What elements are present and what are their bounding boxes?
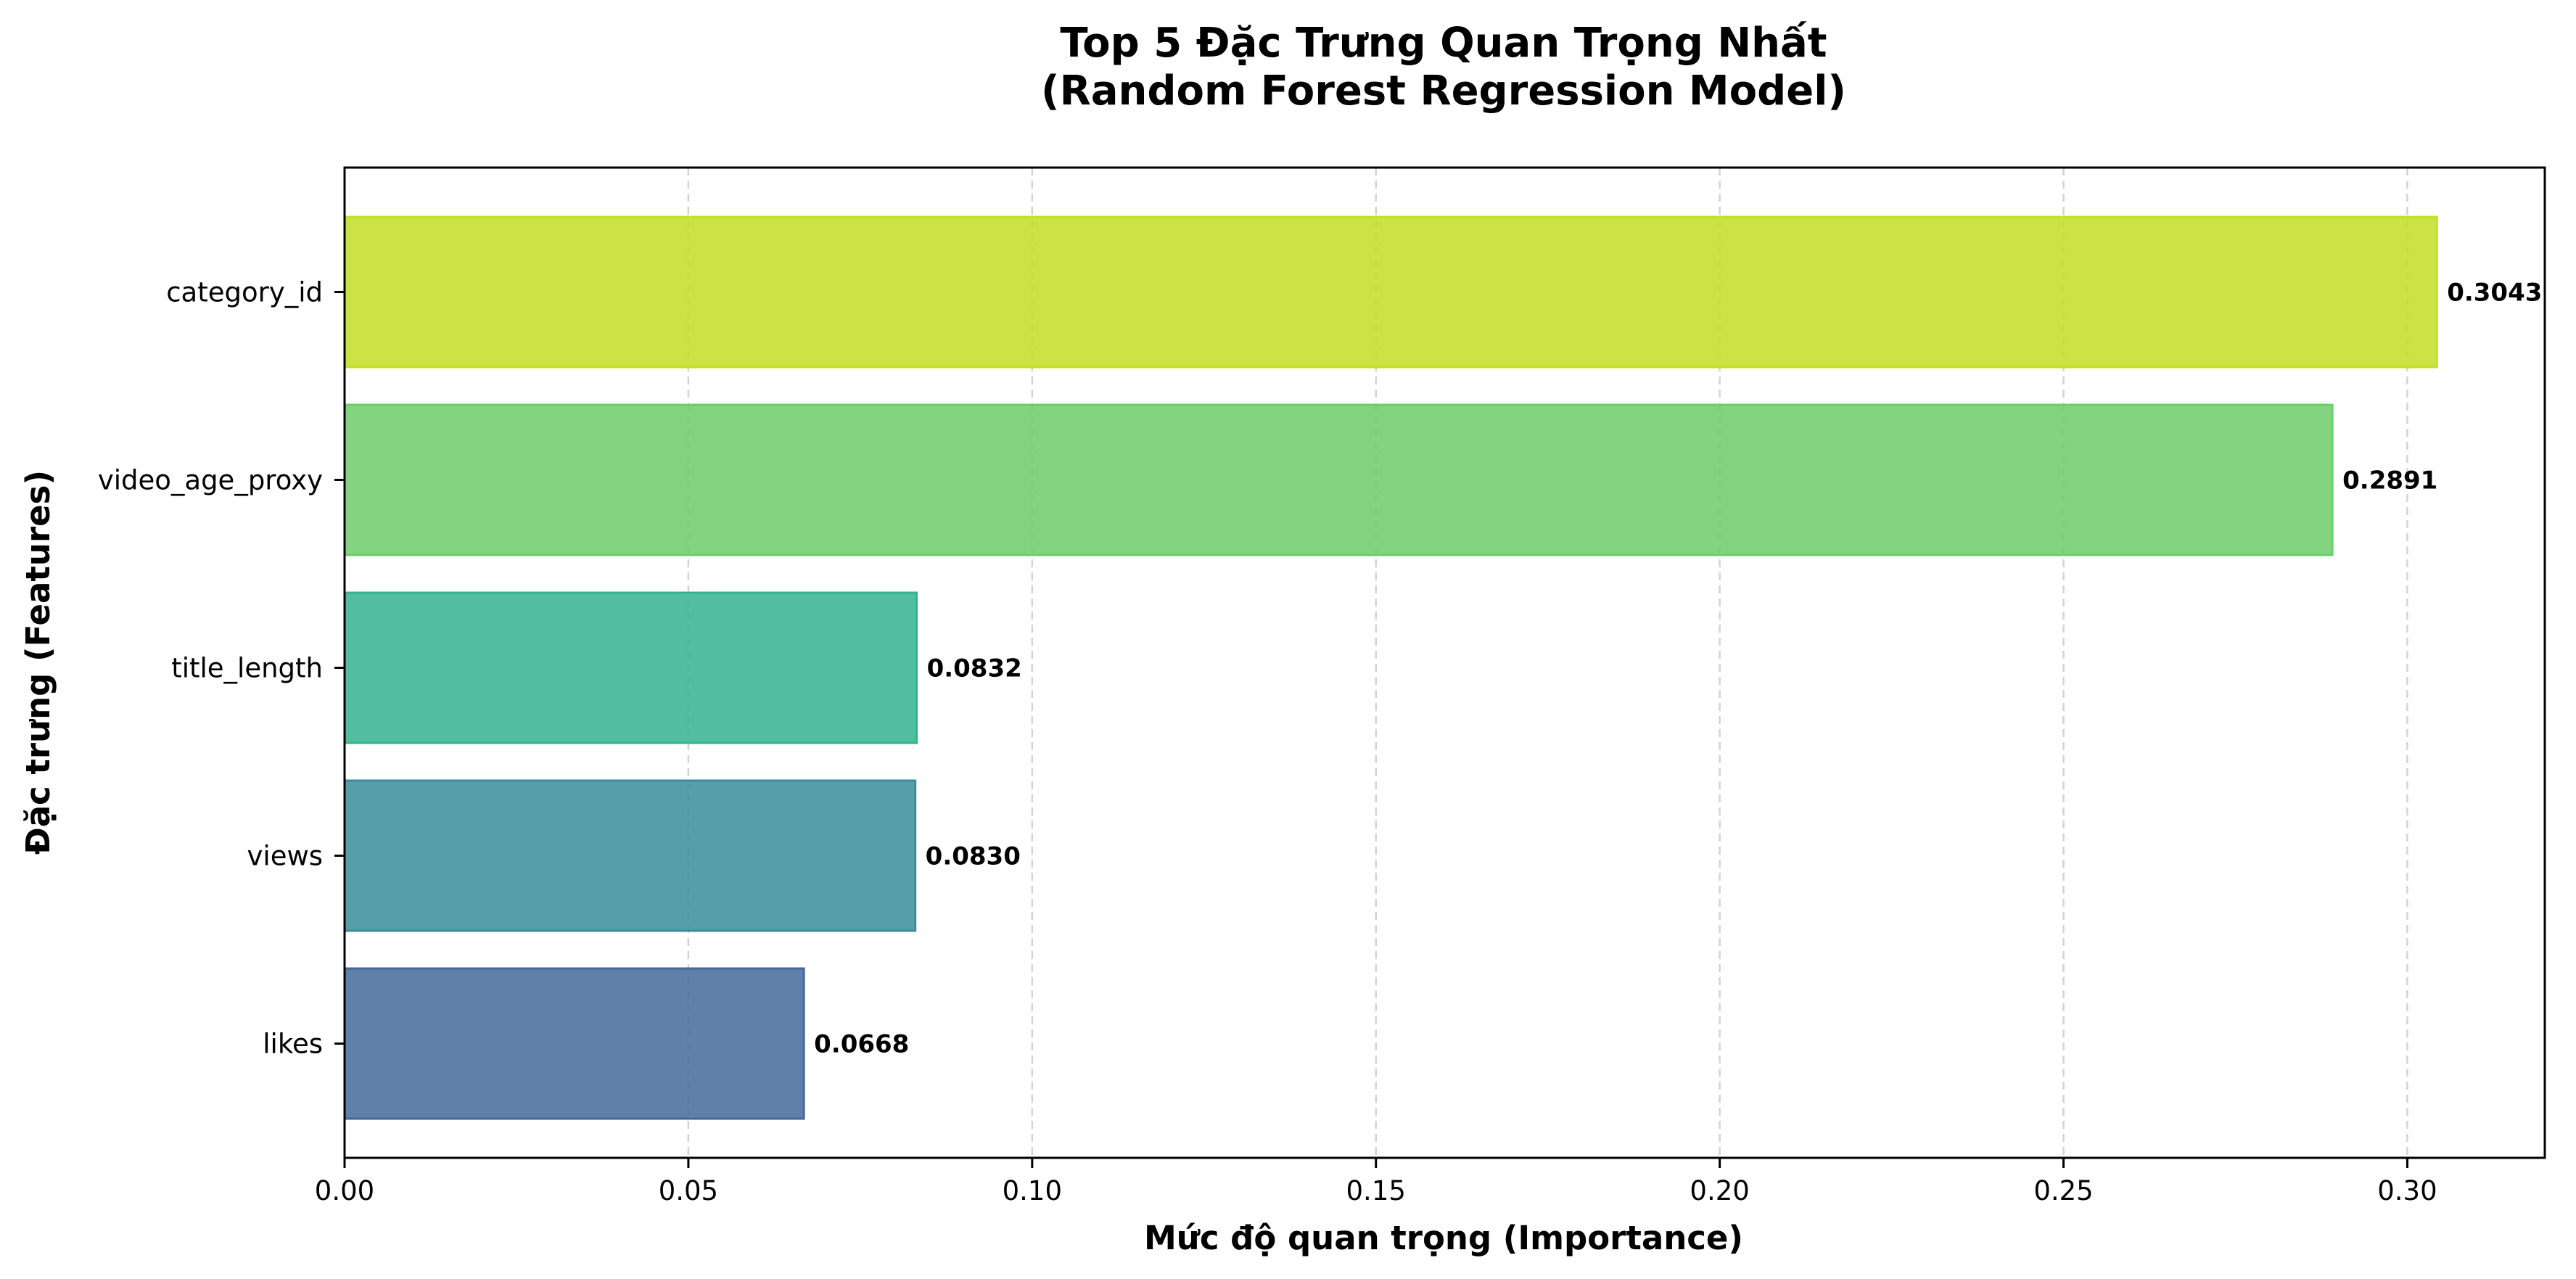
- bar: [343, 591, 918, 744]
- bar-value-label: 0.2891: [2342, 466, 2437, 495]
- y-tick-label: likes: [263, 1029, 323, 1060]
- x-tick-label: 0.10: [1003, 1175, 1062, 1206]
- x-axis-label: Mức độ quan trọng (Importance): [1144, 1219, 1743, 1257]
- x-tick-label: 0.15: [1346, 1175, 1406, 1206]
- y-tick-label: video_age_proxy: [98, 465, 323, 496]
- x-tick-label: 0.30: [2377, 1175, 2437, 1206]
- chart-title-line-1: Top 5 Đặc Trưng Quan Trọng Nhất: [1060, 20, 1827, 67]
- bars: [343, 215, 2438, 1120]
- bar: [343, 967, 805, 1120]
- x-tick-label: 0.20: [1690, 1175, 1749, 1206]
- bar: [343, 215, 2438, 369]
- x-tick-label: 0.25: [2033, 1175, 2093, 1206]
- x-axis-ticks: 0.00 0.05 0.10 0.15 0.20 0.25 0.30: [315, 1158, 2437, 1206]
- bar-value-label: 0.0832: [927, 654, 1022, 683]
- y-axis-ticks: category_id video_age_proxy title_lengthvi…: [98, 277, 345, 1060]
- bar: [343, 403, 2334, 556]
- bar: [343, 779, 917, 932]
- x-tick-label: 0.05: [659, 1175, 718, 1206]
- y-tick-label: category_id: [166, 277, 323, 308]
- bar-value-label: 0.0830: [926, 842, 1021, 871]
- plot-frame: [343, 166, 2546, 1159]
- bar-value-label: 0.0668: [814, 1030, 909, 1059]
- y-tick-label: title_length: [171, 653, 323, 684]
- chart-title-line-2: (Random Forest Regression Model): [1041, 67, 1846, 115]
- value-labels: 0.3043 0.2891 0.0832 0.0830 0.0668: [814, 279, 2542, 1059]
- y-axis-label: Đặc trưng (Features): [19, 470, 57, 855]
- y-tick-label: views: [247, 841, 323, 872]
- x-tick-label: 0.00: [315, 1175, 374, 1206]
- bar-value-label: 0.3043: [2447, 279, 2542, 308]
